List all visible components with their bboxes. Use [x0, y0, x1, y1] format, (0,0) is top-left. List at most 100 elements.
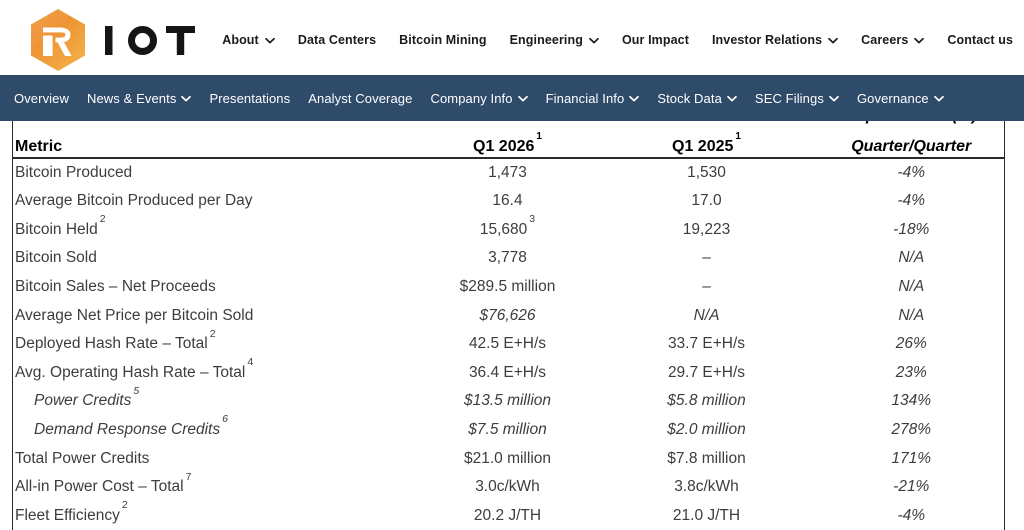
cell-q1-2025: 1,530: [687, 163, 726, 181]
col-header-q1-2025: Q1 20251: [594, 121, 819, 159]
cell-quarter-quarter: N/A: [898, 306, 925, 324]
cell-metric: Average Net Price per Bitcoin Sold: [15, 306, 254, 324]
nav-item-label: SEC Filings: [754, 90, 824, 106]
cell-metric: All-in Power Cost – Total7: [15, 470, 192, 496]
cell-q1-2026: $76,626: [479, 306, 536, 324]
cell-quarter-quarter: -4%: [897, 163, 926, 181]
cell-metric: Demand Response Credits6: [34, 413, 228, 439]
cell-metric: Bitcoin Sales – Net Proceeds: [15, 277, 216, 295]
table-row-demand-response-credits: Demand Response Credits6 $7.5 million $2.0…: [13, 413, 1005, 445]
nav-item-label: Careers: [861, 33, 909, 47]
nav-item-contact-us[interactable]: Contact us: [947, 33, 1013, 47]
cell-q1-2025: $7.8 million: [667, 449, 746, 467]
table-row-all-in-power-cost-total: All-in Power Cost – Total7 3.0c/kWh 3.8c/k…: [13, 470, 1005, 502]
cell-quarter-quarter: 134%: [891, 392, 932, 410]
table-row-power-credits: Power Credits5 $13.5 million $5.8 million 1…: [13, 384, 1005, 416]
cell-q1-2026: 42.5 E+H/s: [468, 335, 547, 353]
cell-q1-2025: –: [702, 249, 711, 267]
cell-metric: Bitcoin Sold: [15, 249, 97, 267]
nav-item-governance[interactable]: Governance: [857, 91, 944, 106]
quarterly-metrics-table: Metric Q1 20261 Q1 20251 Improvement (%)…: [12, 107, 1005, 530]
cell-q1-2026: 36.4 E+H/s: [468, 363, 547, 381]
cell-q1-2025: 29.7 E+H/s: [667, 363, 746, 381]
cell-metric: Bitcoin Produced: [15, 163, 133, 181]
nav-item-label: Our Impact: [621, 33, 689, 47]
chevron-down-icon: [727, 96, 737, 102]
cell-quarter-quarter: -4%: [897, 507, 926, 524]
nav-item-presentations[interactable]: Presentations: [209, 91, 290, 106]
table-header-row: Metric Q1 20261 Q1 20251 Improvement (%)…: [12, 107, 1005, 159]
nav-item-engineering[interactable]: Engineering: [510, 33, 599, 47]
logo-text-iot: [105, 25, 195, 55]
table-row-bitcoin-held: Bitcoin Held2 15,6803 19,223 -18%: [13, 212, 1005, 244]
nav-item-financial-info[interactable]: Financial Info: [546, 91, 640, 106]
table-row-average-bitcoin-produced-per-day: Average Bitcoin Produced per Day 16.4 17.0…: [13, 187, 1005, 216]
cell-q1-2025: 19,223: [682, 220, 731, 238]
chevron-down-icon: [829, 96, 839, 102]
chevron-down-icon: [181, 96, 192, 102]
nav-item-about[interactable]: About: [222, 33, 275, 47]
cell-q1-2026: $7.5 million: [468, 421, 547, 439]
cell-q1-2026: 20.2 J/TH: [473, 507, 542, 524]
cell-q1-2025: 3.8c/kWh: [674, 478, 739, 496]
cell-quarter-quarter: 26%: [895, 335, 927, 353]
table-row-average-net-price-per-bitcoin-sold: Average Net Price per Bitcoin Sold $76,62…: [13, 301, 1005, 330]
nav-item-analyst-coverage[interactable]: Analyst Coverage: [308, 91, 412, 106]
nav-item-our-impact[interactable]: Our Impact: [622, 33, 689, 47]
chevron-down-icon: [933, 96, 944, 102]
table-row-bitcoin-sales-net-proceeds: Bitcoin Sales – Net Proceeds $289.5 milli…: [13, 273, 1005, 302]
cell-q1-2026: 1,473: [488, 163, 527, 181]
cell-q1-2025: 33.7 E+H/s: [667, 335, 746, 353]
table-row-deployed-hash-rate-total: Deployed Hash Rate – Total2 42.5 E+H/s 33.…: [13, 327, 1005, 359]
nav-item-label: News & Events: [86, 90, 177, 106]
chevron-down-icon: [517, 96, 528, 102]
table-row-bitcoin-produced: Bitcoin Produced 1,473 1,530 -4%: [13, 158, 1005, 187]
nav-item-stock-data[interactable]: Stock Data: [657, 91, 737, 106]
cell-q1-2025: –: [702, 277, 711, 295]
logo-letter-r: [43, 27, 72, 56]
cell-q1-2025: N/A: [693, 306, 720, 324]
page-content: Metric Q1 20261 Q1 20251 Improvement (%)…: [0, 107, 1024, 530]
cell-quarter-quarter: 278%: [891, 421, 932, 439]
nav-item-label: Bitcoin Mining: [399, 33, 487, 47]
chevron-down-icon: [264, 38, 275, 44]
col-header-q1-2026: Q1 20261: [420, 121, 595, 159]
cell-q1-2026: 3,778: [488, 249, 527, 267]
nav-item-investor-relations[interactable]: Investor Relations: [712, 33, 838, 47]
nav-item-label: Data Centers: [297, 33, 377, 47]
nav-item-label: Stock Data: [657, 90, 722, 106]
cell-q1-2026: 15,6803: [479, 212, 536, 238]
cell-metric: Average Bitcoin Produced per Day: [15, 191, 253, 209]
cell-q1-2026: 16.4: [492, 191, 523, 209]
cell-q1-2025: $2.0 million: [667, 421, 746, 439]
cell-q1-2025: 21.0 J/TH: [672, 507, 741, 524]
cell-metric: Deployed Hash Rate – Total2: [15, 327, 216, 353]
cell-q1-2025: 17.0: [691, 191, 722, 209]
col-header-quarter-quarter: Improvement (%) Quarter/Quarter: [818, 107, 1005, 159]
cell-q1-2025: $5.8 million: [667, 392, 746, 410]
nav-item-careers[interactable]: Careers: [861, 33, 925, 47]
table-row-fleet-efficiency: Fleet Efficiency2 20.2 J/TH 21.0 J/TH -4%: [13, 500, 1005, 530]
riot-logo[interactable]: [31, 9, 195, 71]
nav-item-label: About: [222, 33, 259, 47]
nav-item-company-info[interactable]: Company Info: [430, 91, 528, 106]
cell-quarter-quarter: -18%: [893, 220, 930, 238]
cell-quarter-quarter: 171%: [891, 449, 932, 467]
nav-item-label: Contact us: [947, 33, 1013, 47]
cell-quarter-quarter: 23%: [895, 363, 927, 381]
riot-hexagon-logo-icon: [31, 9, 85, 71]
nav-item-label: Analyst Coverage: [308, 90, 413, 106]
nav-item-label: Investor Relations: [711, 33, 823, 47]
cell-q1-2026: $21.0 million: [463, 449, 552, 467]
cell-quarter-quarter: -21%: [893, 478, 930, 496]
nav-item-data-centers[interactable]: Data Centers: [298, 33, 376, 47]
table-row-bitcoin-sold: Bitcoin Sold 3,778 – N/A: [13, 244, 1005, 273]
cell-metric: Power Credits5: [34, 384, 140, 410]
cell-metric: Total Power Credits: [15, 449, 150, 467]
nav-item-overview[interactable]: Overview: [14, 91, 69, 106]
nav-item-bitcoin-mining[interactable]: Bitcoin Mining: [399, 33, 487, 47]
chevron-down-icon: [828, 38, 838, 44]
nav-item-news-events[interactable]: News & Events: [86, 90, 192, 106]
site-header: About Data Centers Bitcoin Mining Engineeri…: [0, 0, 1024, 75]
nav-item-sec-filings[interactable]: SEC Filings: [755, 91, 839, 106]
